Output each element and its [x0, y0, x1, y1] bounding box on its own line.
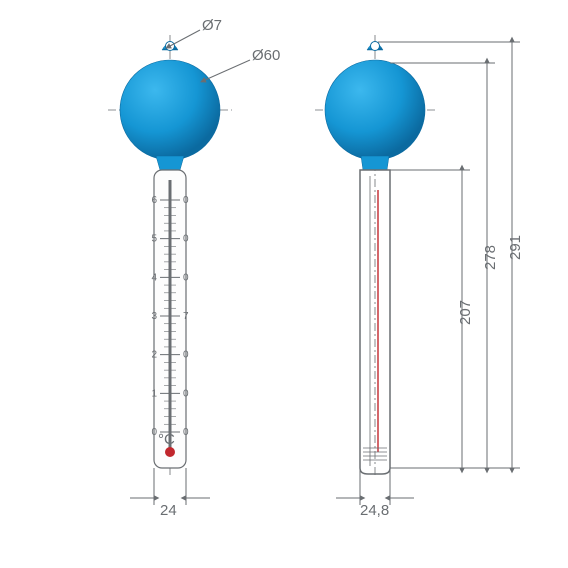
scale: °C: [158, 431, 175, 448]
svg-text:0: 0: [183, 195, 189, 206]
svg-text:0: 0: [183, 234, 189, 245]
dim-ball: Ø60: [252, 47, 280, 64]
svg-text:0: 0: [183, 350, 189, 361]
dim-tube-h: 207: [457, 300, 474, 325]
ball-side: [325, 60, 425, 160]
dim-hole: Ø7: [202, 17, 222, 34]
dim-side-w: 24,8: [360, 502, 389, 519]
dim-front-w: 24: [160, 502, 177, 519]
front-view: °C 6 0 5 0 4 0 3 7 2 0 1 0 0 0 Ø7 Ø60 24: [108, 17, 280, 519]
dim-body-h: 278: [482, 245, 499, 270]
svg-text:1: 1: [151, 388, 157, 399]
svg-text:6: 6: [151, 195, 157, 206]
svg-text:0: 0: [151, 427, 157, 438]
dim-total-h: 291: [507, 235, 524, 260]
svg-text:4: 4: [151, 272, 157, 283]
svg-text:0: 0: [183, 388, 189, 399]
svg-text:7: 7: [183, 311, 189, 322]
side-view: 291 278 207 24,8: [315, 35, 524, 519]
ball-front: [120, 60, 220, 160]
svg-text:3: 3: [151, 311, 157, 322]
svg-text:0: 0: [183, 272, 189, 283]
svg-text:°C: °C: [158, 431, 175, 448]
svg-text:0: 0: [183, 427, 189, 438]
svg-text:5: 5: [151, 234, 157, 245]
svg-text:2: 2: [151, 350, 157, 361]
